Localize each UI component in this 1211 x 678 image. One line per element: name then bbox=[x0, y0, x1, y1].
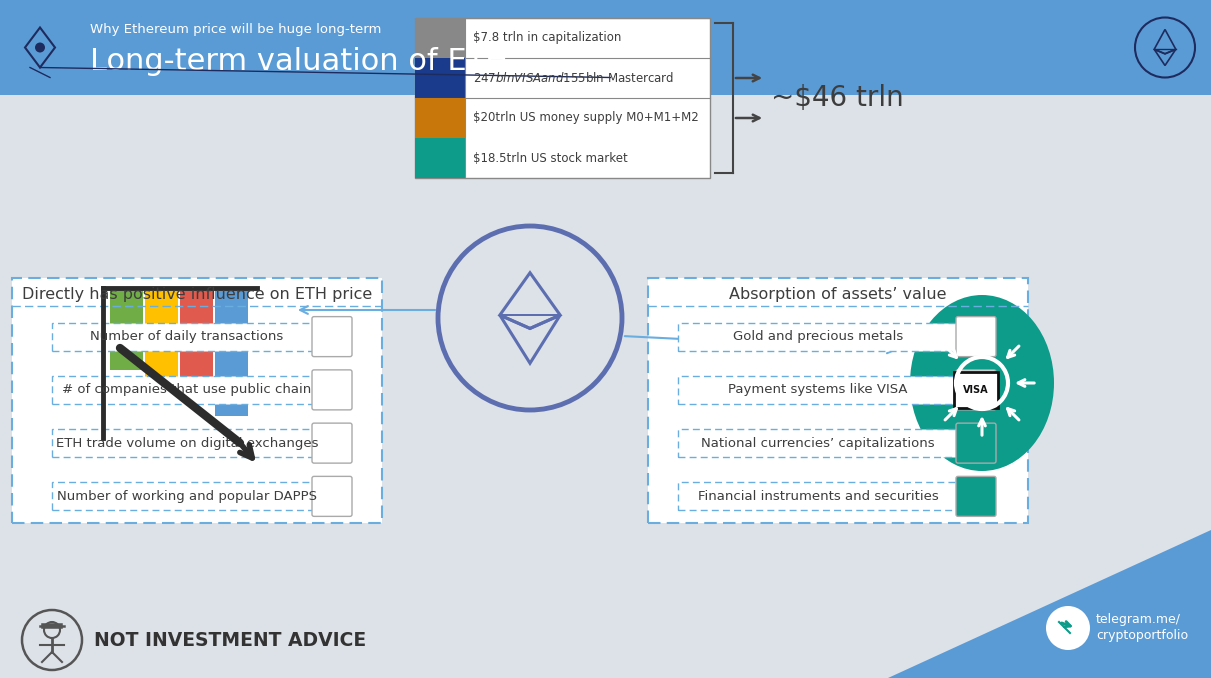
Text: telegram.me/: telegram.me/ bbox=[1096, 614, 1181, 626]
FancyBboxPatch shape bbox=[52, 429, 322, 457]
Text: Long-term valuation of ETH: Long-term valuation of ETH bbox=[90, 47, 509, 76]
Ellipse shape bbox=[909, 295, 1054, 471]
Bar bbox=[180, 288, 213, 383]
FancyBboxPatch shape bbox=[52, 482, 322, 511]
FancyBboxPatch shape bbox=[12, 278, 381, 523]
FancyBboxPatch shape bbox=[648, 278, 1028, 523]
FancyBboxPatch shape bbox=[312, 370, 352, 410]
FancyBboxPatch shape bbox=[52, 323, 322, 351]
FancyBboxPatch shape bbox=[678, 429, 958, 457]
FancyBboxPatch shape bbox=[955, 477, 995, 517]
Text: $7.8 trln in capitalization: $7.8 trln in capitalization bbox=[474, 31, 621, 45]
Circle shape bbox=[35, 43, 45, 52]
Text: NOT INVESTMENT ADVICE: NOT INVESTMENT ADVICE bbox=[94, 631, 366, 650]
Text: VISA: VISA bbox=[963, 385, 989, 395]
FancyBboxPatch shape bbox=[678, 482, 958, 511]
FancyBboxPatch shape bbox=[312, 317, 352, 357]
Bar bbox=[415, 138, 465, 178]
Text: Number of working and popular DAPPS: Number of working and popular DAPPS bbox=[57, 490, 317, 503]
Circle shape bbox=[1046, 606, 1090, 650]
Bar bbox=[415, 18, 465, 58]
Bar bbox=[415, 58, 465, 98]
Text: Gold and precious metals: Gold and precious metals bbox=[733, 330, 903, 343]
Text: # of companies that use public chain: # of companies that use public chain bbox=[63, 383, 311, 397]
FancyBboxPatch shape bbox=[954, 372, 998, 408]
Text: Number of daily transactions: Number of daily transactions bbox=[91, 330, 283, 343]
Text: cryptoportfolio: cryptoportfolio bbox=[1096, 629, 1188, 643]
Text: Why Ethereum price will be huge long-term: Why Ethereum price will be huge long-ter… bbox=[90, 23, 381, 36]
Polygon shape bbox=[888, 530, 1211, 678]
Bar bbox=[216, 288, 248, 416]
FancyBboxPatch shape bbox=[955, 317, 995, 357]
Text: $20trln US money supply M0+M1+M2: $20trln US money supply M0+M1+M2 bbox=[474, 111, 699, 125]
FancyBboxPatch shape bbox=[52, 376, 322, 404]
Bar bbox=[110, 288, 143, 370]
FancyBboxPatch shape bbox=[312, 423, 352, 463]
Text: Financial instruments and securities: Financial instruments and securities bbox=[698, 490, 939, 503]
Text: National currencies’ capitalizations: National currencies’ capitalizations bbox=[701, 437, 935, 450]
FancyBboxPatch shape bbox=[955, 370, 995, 410]
Bar bbox=[0, 0, 1211, 95]
Text: Payment systems like VISA: Payment systems like VISA bbox=[728, 383, 908, 397]
Bar bbox=[415, 98, 465, 138]
Text: $247 bln VISA and $155bln Mastercard: $247 bln VISA and $155bln Mastercard bbox=[474, 71, 675, 85]
Text: ETH trade volume on digital exchanges: ETH trade volume on digital exchanges bbox=[56, 437, 318, 450]
FancyBboxPatch shape bbox=[415, 18, 710, 178]
FancyBboxPatch shape bbox=[678, 323, 958, 351]
Text: ~$46 trln: ~$46 trln bbox=[771, 84, 903, 112]
Text: Directly has positive influence on ETH price: Directly has positive influence on ETH p… bbox=[22, 287, 372, 302]
Bar bbox=[145, 288, 178, 396]
FancyBboxPatch shape bbox=[312, 477, 352, 517]
FancyBboxPatch shape bbox=[955, 423, 995, 463]
Text: $18.5trln US stock market: $18.5trln US stock market bbox=[474, 151, 627, 165]
FancyBboxPatch shape bbox=[678, 376, 958, 404]
Text: Absorption of assets’ value: Absorption of assets’ value bbox=[729, 287, 947, 302]
